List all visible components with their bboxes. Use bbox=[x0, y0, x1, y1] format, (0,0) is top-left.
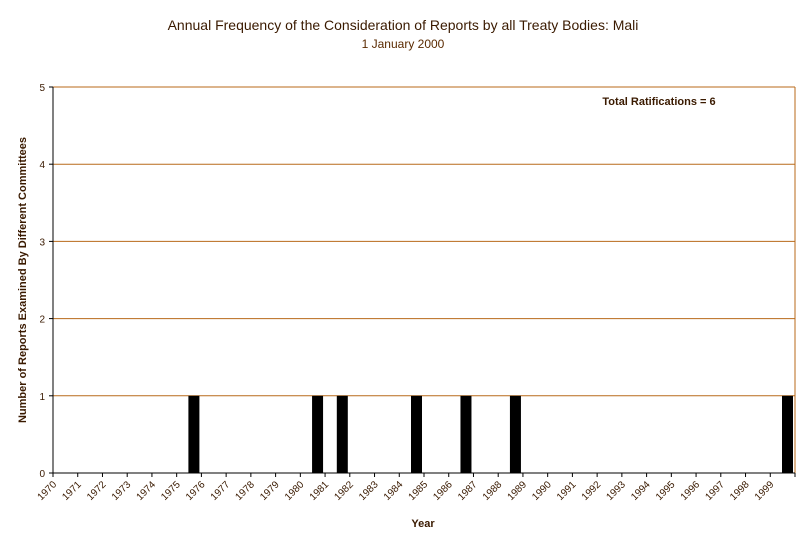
x-tick-label: 1990 bbox=[530, 479, 554, 503]
x-tick-label: 1993 bbox=[604, 479, 628, 503]
y-tick-label: 0 bbox=[39, 469, 45, 480]
x-tick-label: 1973 bbox=[110, 479, 134, 503]
x-tick-label: 1971 bbox=[60, 479, 84, 503]
bar-1988 bbox=[509, 395, 521, 473]
x-tick-label: 1983 bbox=[357, 479, 381, 503]
x-axis-title: Year bbox=[411, 518, 435, 530]
bar-1999 bbox=[782, 395, 793, 473]
x-tick-label: 1977 bbox=[209, 479, 233, 503]
x-tick-label: 1981 bbox=[308, 479, 332, 503]
x-tick-label: 1972 bbox=[85, 479, 109, 503]
bars bbox=[188, 395, 793, 473]
bar-1981 bbox=[336, 395, 348, 473]
x-tick-label: 1996 bbox=[679, 479, 703, 503]
x-tick-label: 1987 bbox=[456, 479, 480, 503]
x-tick-label: 1974 bbox=[135, 479, 159, 503]
x-tick-label: 1992 bbox=[580, 479, 604, 503]
bar-1980 bbox=[312, 395, 324, 473]
y-tick-label: 4 bbox=[39, 160, 45, 171]
x-tick-label: 1978 bbox=[233, 479, 257, 503]
x-tick-label: 1975 bbox=[159, 479, 183, 503]
bar-1984 bbox=[411, 395, 422, 473]
x-tick-label: 1988 bbox=[481, 479, 505, 503]
x-tick-label: 1997 bbox=[703, 479, 727, 503]
x-tick-label: 1980 bbox=[283, 479, 307, 503]
y-tick-label: 1 bbox=[39, 392, 45, 403]
x-tick-label: 1979 bbox=[258, 479, 282, 503]
x-tick-label: 1984 bbox=[382, 479, 406, 503]
x-tick-label: 1986 bbox=[431, 479, 455, 503]
x-tick-label: 1991 bbox=[555, 479, 579, 503]
y-axis-title: Number of Reports Examined By Different … bbox=[17, 137, 29, 423]
y-tick-label: 5 bbox=[39, 83, 45, 94]
x-tick-label: 1995 bbox=[654, 479, 678, 503]
x-tick-label: 1976 bbox=[184, 479, 208, 503]
bar-1975 bbox=[188, 395, 200, 473]
x-tick-label: 1985 bbox=[407, 479, 431, 503]
x-tick-label: 1998 bbox=[728, 479, 752, 503]
chart-title: Annual Frequency of the Consideration of… bbox=[167, 17, 639, 33]
x-tick-label: 1994 bbox=[629, 479, 653, 503]
x-tick-label: 1982 bbox=[332, 479, 356, 503]
y-tick-label: 2 bbox=[39, 315, 45, 326]
x-tick-labels: 1970 1971 1972 1973 1974 1975 1976 1977 1978 1979… bbox=[36, 479, 777, 503]
axes bbox=[49, 86, 796, 477]
y-tick-label: 3 bbox=[39, 237, 45, 248]
x-tick-label: 1970 bbox=[36, 479, 60, 503]
bar-1986 bbox=[460, 395, 472, 473]
x-tick-label: 1999 bbox=[753, 479, 777, 503]
x-tick-label: 1989 bbox=[506, 479, 530, 503]
total-ratifications-annotation: Total Ratifications = 6 bbox=[602, 96, 715, 108]
chart-subtitle: 1 January 2000 bbox=[361, 37, 445, 51]
y-tick-labels: 0 1 2 3 4 5 bbox=[39, 83, 45, 480]
grid-lines bbox=[53, 86, 796, 473]
